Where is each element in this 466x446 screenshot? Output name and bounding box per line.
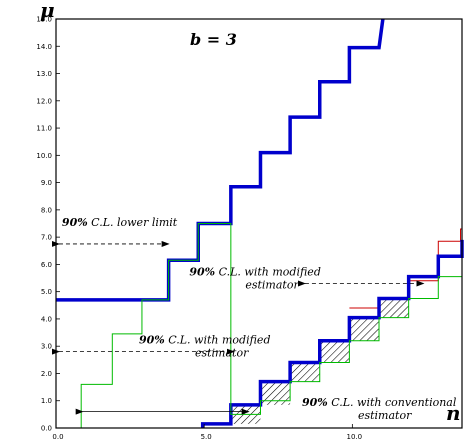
hatched-region-3: [290, 362, 320, 382]
y-tick-label: 9.0: [41, 179, 52, 187]
y-tick-label: 1.0: [41, 397, 52, 405]
y-tick-label: 3.0: [41, 343, 52, 351]
annotation-text-modified-top: 90% C.L. with modified: [189, 265, 321, 278]
annotation-rest: estimator: [245, 278, 299, 291]
annotation-rest: C.L. with conventional: [328, 396, 457, 409]
annotation-rest: C.L. with modified: [215, 265, 321, 278]
annotation-rest: C.L. lower limit: [88, 216, 178, 229]
axis-ticks: 0.0 1.0 2.0 3.0 4.0 5.0 6.0 7.0 8.0 9.0 10.0 11.0 12…: [36, 16, 362, 442]
y-tick-label: 0.0: [41, 425, 52, 433]
y-tick-label: 7.0: [41, 234, 52, 242]
y-tick-label: 11.0: [36, 125, 52, 133]
y-tick-label: 12.0: [36, 97, 52, 105]
series-group: [56, 18, 464, 429]
annotation-rest: C.L. with modified: [165, 333, 271, 346]
x-axis-label: n: [446, 401, 461, 425]
hatched-region-5: [349, 317, 380, 341]
y-tick-label: 15.0: [36, 16, 52, 24]
y-tick-label: 6.0: [41, 261, 52, 269]
x-tick-label: 10.0: [347, 433, 363, 441]
annotation-percent: 90%: [302, 396, 328, 409]
y-tick-label: 14.0: [36, 43, 52, 51]
annotation-percent: 90%: [139, 333, 165, 346]
hatched-regions: [230, 298, 409, 424]
annotation-text-modified-mid: estimator: [195, 346, 249, 359]
annotation-percent: 90%: [189, 265, 215, 278]
y-tick-label: 5.0: [41, 288, 52, 296]
annotation-text-conventional: estimator: [358, 409, 412, 422]
annotation-rest: estimator: [195, 346, 249, 359]
y-axis-label: μ: [40, 0, 55, 22]
y-tick-label: 8.0: [41, 206, 52, 214]
y-tick-label: 10.0: [36, 152, 52, 160]
annotation-text-modified-mid: 90% C.L. with modified: [139, 333, 271, 346]
annotation-text-lower-limit: 90% C.L. lower limit: [62, 216, 178, 229]
series-lower-modified-blue: [200, 239, 464, 428]
y-tick-label: 4.0: [41, 315, 52, 323]
x-tick-label: 0.0: [52, 433, 63, 441]
x-tick-label: 5.0: [201, 433, 212, 441]
series-lower-conventional: [56, 223, 462, 429]
annotation-rest: estimator: [358, 409, 412, 422]
chart-title: b = 3: [190, 30, 237, 49]
hatched-region-6: [379, 298, 409, 318]
plot-frame: [55, 18, 463, 429]
y-tick-label: 13.0: [36, 70, 52, 78]
annotation-text-conventional: 90% C.L. with conventional: [302, 396, 457, 409]
annotation-percent: 90%: [62, 216, 88, 229]
annotation-text-modified-top: estimator: [245, 278, 299, 291]
hatched-region-4: [319, 340, 350, 363]
y-tick-label: 2.0: [41, 370, 52, 378]
series-upper: [56, 18, 385, 302]
hatched-region-2: [260, 381, 291, 405]
